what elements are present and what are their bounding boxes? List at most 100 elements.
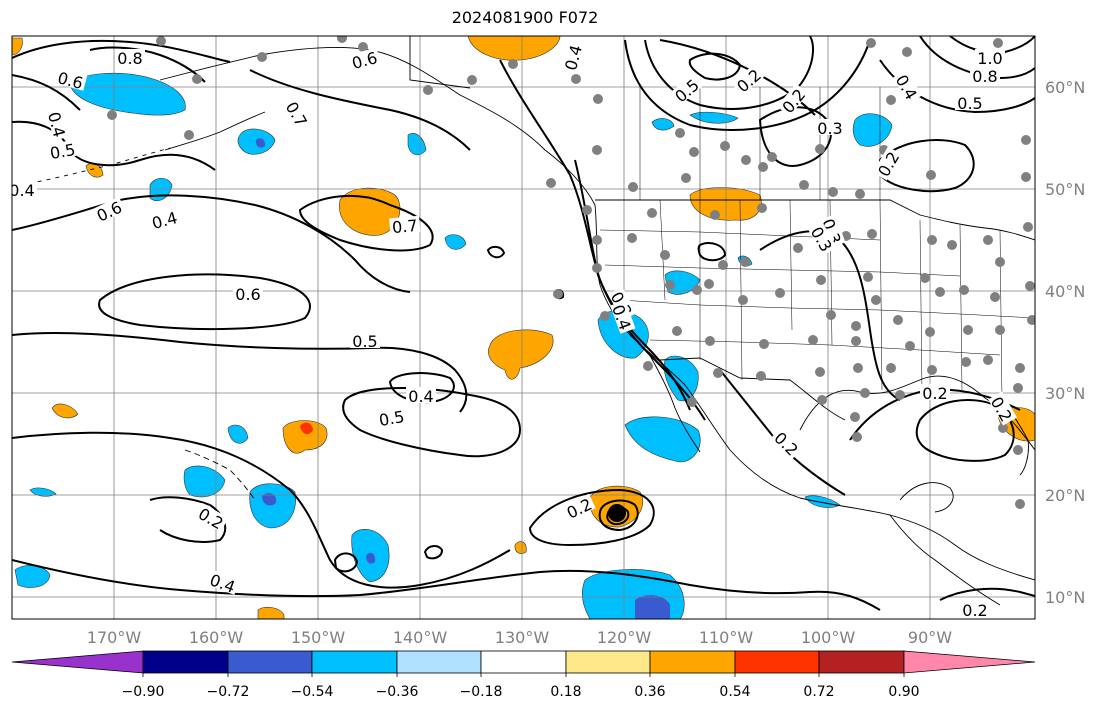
negative-anomaly-area <box>69 72 186 116</box>
colorbar-tick-label: −0.54 <box>291 684 334 700</box>
contour-label-text: 0.2 <box>962 601 987 620</box>
negative-anomaly-area <box>663 355 699 402</box>
contour-0.6-north <box>12 39 231 63</box>
contour-label-text: 0.5 <box>957 94 982 113</box>
contour-label: 0.4 <box>9 181 37 200</box>
us-canada-border <box>595 199 1035 241</box>
contour-0.3-rockies <box>697 242 727 262</box>
longitude-label: 150°W <box>291 628 346 647</box>
positive-anomaly-area <box>514 541 527 554</box>
positive-anomaly-area <box>257 606 285 619</box>
contour-label: 0.6 <box>233 285 263 304</box>
contour-label: 0.4 <box>206 569 240 597</box>
colorbar-tick-label: 0.18 <box>550 684 581 700</box>
contour-0.5-canada <box>644 36 814 110</box>
positive-anomaly-area <box>339 187 401 236</box>
colorbar-segment <box>734 650 820 674</box>
contour-0.2-gulf <box>915 399 1015 462</box>
colorbar-tick-label: 0.36 <box>634 684 665 700</box>
negative-anomaly-area <box>651 118 675 131</box>
negative-anomaly-area <box>227 424 249 444</box>
alaska-canada-border <box>409 36 471 89</box>
contour-label-text: 0.4 <box>408 387 433 406</box>
contour-0.7-gulf-alaska <box>298 194 434 252</box>
colorbar <box>11 650 1036 674</box>
contour-label: 0.2 <box>960 601 990 620</box>
positive-anomaly-area <box>689 187 762 221</box>
colorbar-min-extension <box>11 650 144 674</box>
contour-0.4-southern <box>12 431 511 589</box>
yucatan-coast <box>899 482 954 513</box>
positive-anomaly-area <box>467 36 561 61</box>
contour-0.4-upper-left <box>12 74 81 111</box>
colorbar-tick-label: 0.72 <box>803 684 834 700</box>
contour-small-loop-2 <box>333 552 359 573</box>
colorbar-segment <box>227 650 313 674</box>
latitude-labels: 60°N 50°N 40°N 30°N 20°N 10°N <box>1045 78 1085 607</box>
contour-labels: 0.80.60.40.50.70.6 0.40.70.60.50.40.50.40… <box>9 40 1018 620</box>
contour-label-text: 0.4 <box>9 181 34 200</box>
cyclone-center-marker <box>608 504 626 522</box>
contour-label: 0.7 <box>389 215 421 237</box>
contour-0.6-canada-inner <box>688 52 742 81</box>
negative-anomaly-area <box>407 132 427 156</box>
strong-negative-anomaly-area <box>366 552 376 564</box>
contour-0.5-aleutian <box>12 120 216 171</box>
us-mexico-border <box>659 357 846 421</box>
colorbar-tick-label: −0.72 <box>207 684 250 700</box>
contour-0.2-caribbean <box>939 587 1035 601</box>
colorbar-tick-label: −0.90 <box>122 684 165 700</box>
contour-label: 0.5 <box>350 332 380 351</box>
strong-negative-anomaly-area <box>635 595 670 619</box>
longitude-label: 170°W <box>87 628 142 647</box>
map-frame <box>11 35 1036 620</box>
contour-label: 0.3 <box>815 119 845 138</box>
positive-anomaly-area <box>51 403 79 419</box>
contour-0.2-hawaii <box>149 496 227 543</box>
colorbar-segment <box>142 650 229 674</box>
negative-anomaly-area <box>444 234 467 250</box>
longitude-label: 100°W <box>801 628 856 647</box>
contour-0.2-east <box>879 139 975 193</box>
longitude-label: 140°W <box>393 628 448 647</box>
colorbar-segment <box>565 650 651 674</box>
contour-gulf-alaska-0.4 <box>249 69 471 151</box>
contour-label-text: 0.2 <box>922 384 947 403</box>
longitude-label: 110°W <box>699 628 754 647</box>
central-america-coast <box>889 514 1001 606</box>
map-panel: 0.80.60.40.50.70.6 0.40.70.60.50.40.50.40… <box>9 35 1036 620</box>
contour-0.6-central-pacific <box>98 273 311 331</box>
contour-small-loop-1 <box>423 545 444 560</box>
contour-label-text: 0.8 <box>972 67 997 86</box>
negative-anomaly-area <box>29 487 57 497</box>
contour-label: 0.8 <box>115 49 145 68</box>
colorbar-segment <box>396 650 482 674</box>
longitude-label: 90°W <box>908 628 952 647</box>
contour-label-text: 1.0 <box>977 49 1002 68</box>
positive-anomaly-area <box>488 329 554 380</box>
contour-label-text: 0.8 <box>117 49 142 68</box>
strong-negative-anomaly-area <box>262 493 277 506</box>
negative-anomaly-area <box>14 565 51 588</box>
contour-label-text: 0.3 <box>817 119 842 138</box>
colorbar-tick-label: 0.54 <box>719 684 750 700</box>
longitude-label: 120°W <box>597 628 652 647</box>
longitude-labels: 170°W 160°W 150°W 140°W 130°W 120°W 110°W 100°W… <box>87 628 952 647</box>
longitude-label: 160°W <box>189 628 244 647</box>
contour-label: 0.8 <box>970 67 1000 86</box>
colorbar-tick-label: −0.18 <box>460 684 503 700</box>
contour-label: 0.5 <box>375 406 408 430</box>
contour-label: 0.4 <box>406 387 436 406</box>
contour-0.5-subtropical <box>12 331 468 413</box>
latitude-label: 30°N <box>1045 384 1085 403</box>
alaska-peninsula <box>164 111 266 151</box>
latitude-label: 10°N <box>1045 588 1085 607</box>
contour-label-text: 0.5 <box>378 407 406 430</box>
contour-label-text: 0.5 <box>352 332 377 351</box>
colorbar-segment <box>311 650 398 674</box>
contour-0.4-canada <box>624 39 871 131</box>
graticule <box>12 36 1035 619</box>
contour-label-text: 0.7 <box>391 216 418 237</box>
strong-negative-anomaly-area <box>255 138 266 148</box>
